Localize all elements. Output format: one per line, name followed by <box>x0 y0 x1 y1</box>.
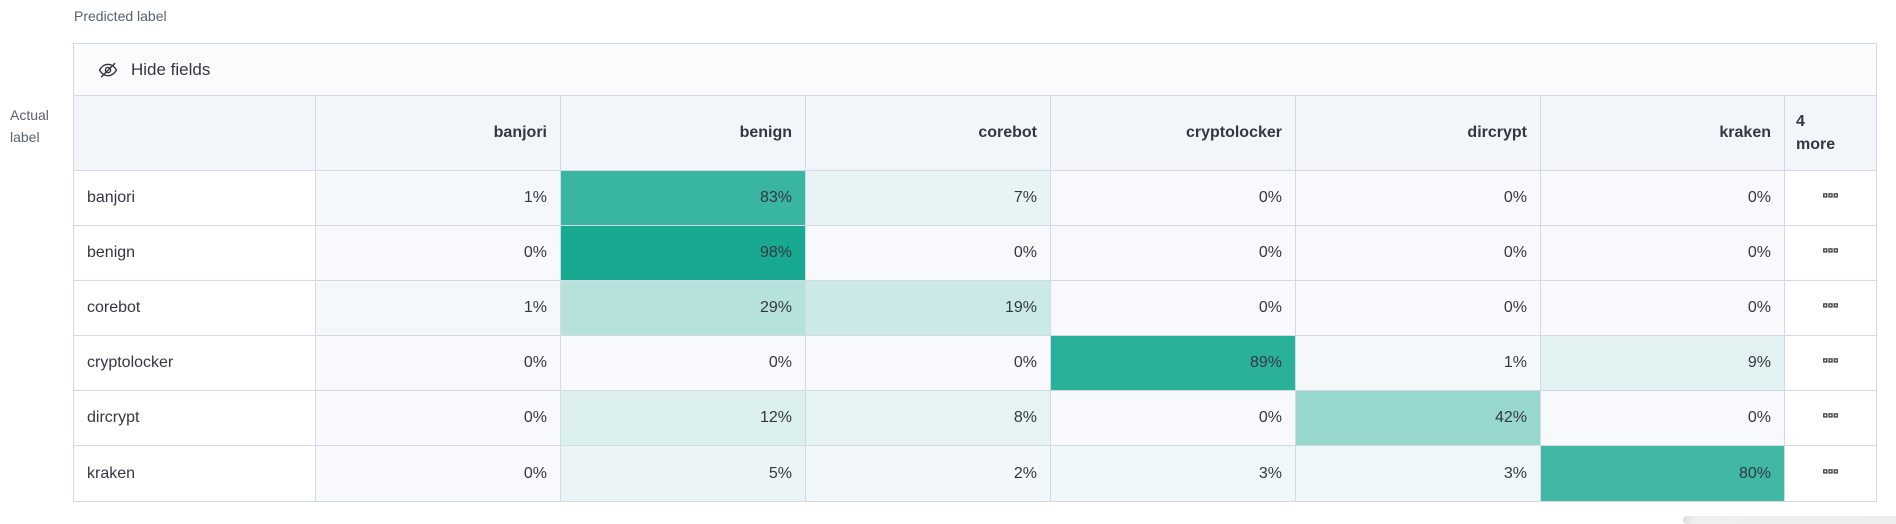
header-corner-cell <box>74 96 316 171</box>
matrix-cell[interactable]: 0% <box>1296 226 1541 281</box>
matrix-cell[interactable]: 29% <box>561 281 806 336</box>
matrix-cell[interactable]: 42% <box>1296 391 1541 446</box>
matrix-cell[interactable]: 0% <box>1541 281 1785 336</box>
matrix-cell[interactable]: 5% <box>561 446 806 501</box>
more-columns-cell[interactable] <box>1785 446 1876 501</box>
more-columns-cell[interactable] <box>1785 391 1876 446</box>
matrix-cell[interactable]: 0% <box>1051 226 1296 281</box>
matrix-cell[interactable]: 0% <box>806 226 1051 281</box>
boxes-horizontal-icon <box>1823 298 1838 318</box>
matrix-cell[interactable]: 0% <box>1541 226 1785 281</box>
data-grid-panel: Hide fields banjori benign corebot crypt… <box>73 43 1877 502</box>
boxes-horizontal-icon <box>1823 353 1838 373</box>
row-label-dircrypt[interactable]: dircrypt <box>74 391 316 446</box>
matrix-cell[interactable]: 12% <box>561 391 806 446</box>
boxes-horizontal-icon <box>1823 464 1838 484</box>
more-columns-cell[interactable] <box>1785 281 1876 336</box>
matrix-cell[interactable]: 98% <box>561 226 806 281</box>
predicted-axis-label: Predicted label <box>74 8 167 24</box>
matrix-cell[interactable]: 19% <box>806 281 1051 336</box>
matrix-cell[interactable]: 83% <box>561 171 806 226</box>
actual-axis-label: Actual label <box>10 107 49 146</box>
row-label-benign[interactable]: benign <box>74 226 316 281</box>
matrix-cell[interactable]: 3% <box>1296 446 1541 501</box>
matrix-cell[interactable]: 0% <box>316 446 561 501</box>
column-header-kraken[interactable]: kraken <box>1541 96 1785 171</box>
matrix-cell[interactable]: 0% <box>806 336 1051 391</box>
boxes-horizontal-icon <box>1823 408 1838 428</box>
column-header-more[interactable]: 4 more <box>1785 96 1876 171</box>
hide-fields-label: Hide fields <box>131 59 211 79</box>
matrix-cell[interactable]: 0% <box>1541 171 1785 226</box>
column-header-dircrypt[interactable]: dircrypt <box>1296 96 1541 171</box>
row-label-kraken[interactable]: kraken <box>74 446 316 501</box>
matrix-cell[interactable]: 89% <box>1051 336 1296 391</box>
matrix-cell[interactable]: 1% <box>316 171 561 226</box>
matrix-cell[interactable]: 8% <box>806 391 1051 446</box>
column-header-banjori[interactable]: banjori <box>316 96 561 171</box>
matrix-cell[interactable]: 0% <box>1051 281 1296 336</box>
more-columns-cell[interactable] <box>1785 336 1876 391</box>
column-header-benign[interactable]: benign <box>561 96 806 171</box>
matrix-cell[interactable]: 0% <box>316 391 561 446</box>
matrix-cell[interactable]: 0% <box>316 226 561 281</box>
more-columns-cell[interactable] <box>1785 226 1876 281</box>
row-label-corebot[interactable]: corebot <box>74 281 316 336</box>
eye-closed-icon <box>98 60 118 80</box>
matrix-cell[interactable]: 0% <box>1296 281 1541 336</box>
boxes-horizontal-icon <box>1823 243 1838 263</box>
row-label-cryptolocker[interactable]: cryptolocker <box>74 336 316 391</box>
matrix-cell[interactable]: 0% <box>316 336 561 391</box>
matrix-cell[interactable]: 7% <box>806 171 1051 226</box>
matrix-cell[interactable]: 3% <box>1051 446 1296 501</box>
column-header-cryptolocker[interactable]: cryptolocker <box>1051 96 1296 171</box>
grid-toolbar: Hide fields <box>74 44 1876 96</box>
horizontal-scrollbar-thumb[interactable] <box>1683 516 1896 524</box>
matrix-cell[interactable]: 0% <box>1541 391 1785 446</box>
matrix-cell[interactable]: 2% <box>806 446 1051 501</box>
confusion-matrix-grid: banjori benign corebot cryptolocker dirc… <box>74 96 1876 501</box>
matrix-cell[interactable]: 0% <box>1051 171 1296 226</box>
matrix-cell[interactable]: 0% <box>1051 391 1296 446</box>
column-header-corebot[interactable]: corebot <box>806 96 1051 171</box>
row-label-banjori[interactable]: banjori <box>74 171 316 226</box>
matrix-cell[interactable]: 0% <box>1296 171 1541 226</box>
matrix-cell[interactable]: 80% <box>1541 446 1785 501</box>
matrix-cell[interactable]: 1% <box>316 281 561 336</box>
matrix-cell[interactable]: 9% <box>1541 336 1785 391</box>
hide-fields-button[interactable]: Hide fields <box>98 60 210 80</box>
boxes-horizontal-icon <box>1823 188 1838 208</box>
more-columns-cell[interactable] <box>1785 171 1876 226</box>
matrix-cell[interactable]: 1% <box>1296 336 1541 391</box>
matrix-cell[interactable]: 0% <box>561 336 806 391</box>
